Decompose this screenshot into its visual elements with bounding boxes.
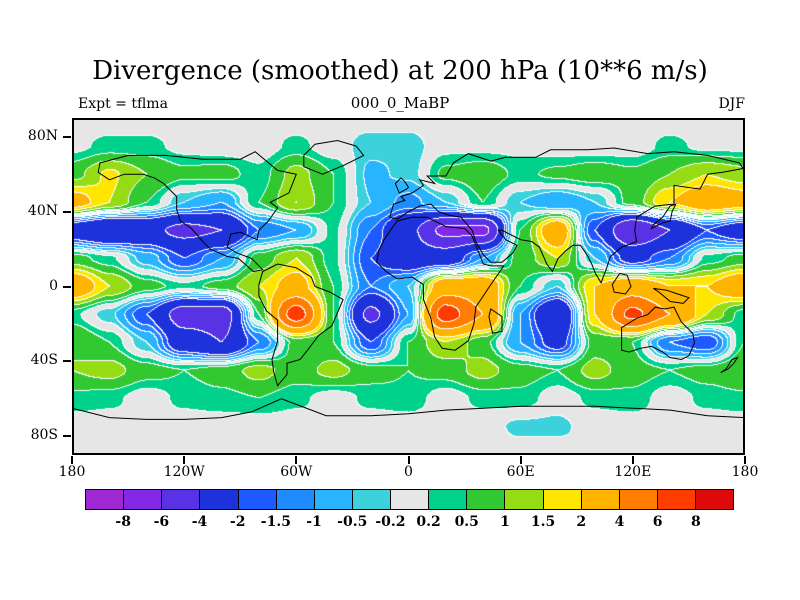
colorbar-segment-10 [466,489,506,510]
colorbar-label-4: 4 [614,514,625,530]
coastline-path [376,216,505,351]
season-label: DJF [718,96,745,112]
lat-tick-label-0: 0 [49,277,58,294]
colorbar-label--6: -6 [153,514,170,530]
colorbar-segment-13 [580,489,620,510]
colorbar-label--1: -1 [306,514,322,530]
coastline-path [72,398,745,420]
lon-tick-label-3: 0 [404,464,413,480]
lon-tick-mark [295,456,298,464]
colorbar-label-1.5: 1.5 [530,514,556,530]
lon-tick-label-1: 120W [163,464,205,480]
lat-tick-label-80N: 80N [27,127,58,144]
coastline-path [650,203,677,230]
colorbar-label--8: -8 [115,514,131,530]
colorbar-segment-5 [275,489,315,510]
lon-tick-mark [71,456,73,464]
coastline-path [720,356,739,374]
colorbar-label--4: -4 [191,514,208,530]
colorbar-segment-8 [390,489,430,510]
run-label: 000_0_MaBP [350,94,450,112]
coastline-path [621,306,696,361]
lon-tick-label-0: 180 [58,464,86,480]
colorbar-label-1: 1 [500,514,510,530]
coastline-path [653,287,690,304]
lon-tick-label-4: 60E [506,464,535,480]
colorbar-label--1.5: -1.5 [260,514,291,530]
colorbar-segment-0 [85,489,125,510]
divergence-heatmap-canvas [72,118,745,455]
lat-tick-mark [63,360,71,363]
colorbar-label-6: 6 [652,514,663,530]
lat-tick-mark [63,285,71,288]
colorbar-label--2: -2 [229,514,246,530]
coastline-path [97,151,297,273]
lat-tick-label-40S: 40S [30,352,58,369]
colorbar-label-2: 2 [576,514,587,530]
colorbar-segment-16 [695,489,735,510]
colorbar-segment-9 [428,489,468,510]
plot-title: Divergence (smoothed) at 200 hPa (10**6 … [92,56,708,86]
colorbar-label-8: 8 [690,514,701,530]
lon-tick-label-6: 180 [731,464,759,480]
coastline-path [389,147,744,284]
lat-tick-label-80S: 80S [30,427,58,444]
lat-tick-mark [63,210,71,213]
lat-tick-mark [63,135,71,138]
colorbar-segment-7 [351,489,391,510]
colorbar-segment-3 [199,489,239,510]
colorbar-segment-6 [313,489,353,510]
colorbar-label--0.5: -0.5 [337,514,368,530]
lon-tick-label-5: 120E [614,464,652,480]
colorbar-segment-2 [161,489,201,510]
lon-tick-mark [744,456,746,464]
coastline-path [303,139,365,175]
colorbar-label-0.5: 0.5 [454,514,479,530]
lat-tick-label-40N: 40N [27,202,58,219]
colorbar-segment-1 [123,489,163,510]
coastline-overlay [72,139,745,420]
coastline-path [611,272,632,295]
coastline-path [394,177,410,194]
colorbar-segment-14 [618,489,658,510]
coastline-path [258,263,344,387]
colorbar-segment-12 [542,489,582,510]
lon-tick-mark [631,456,634,464]
colorbar-label-0.2: 0.2 [416,514,441,530]
lon-tick-mark [183,456,186,464]
lon-tick-label-2: 60W [280,464,313,480]
colorbar-segment-15 [656,489,696,510]
colorbar-segment-4 [237,489,277,510]
colorbar-label--0.2: -0.2 [375,514,406,530]
lat-tick-mark [63,435,71,438]
lon-tick-mark [519,456,522,464]
lon-tick-mark [407,456,410,464]
experiment-label: Expt = tflma [78,96,168,112]
colorbar [85,489,735,510]
colorbar-segment-11 [504,489,544,510]
coastline-path [488,308,503,334]
